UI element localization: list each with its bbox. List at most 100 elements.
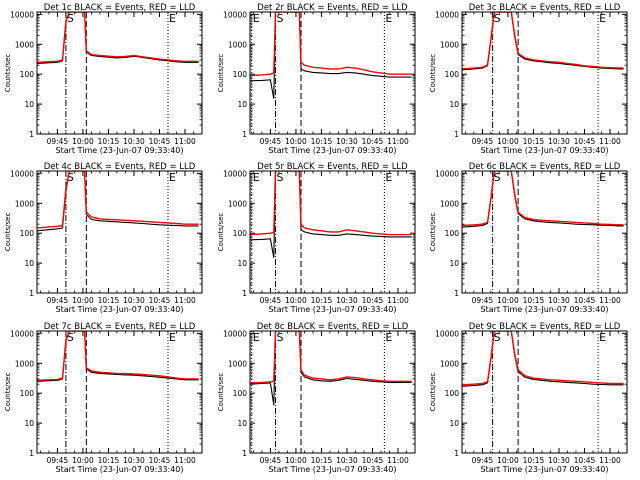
x-tick-label: 10:30 [123,296,145,305]
y-tick-label: 10000 [223,169,247,178]
y-tick-label: 10000 [435,10,459,19]
chart-title: Det 6c BLACK = Events, RED = LLD [469,162,621,172]
x-tick-label: 11:00 [599,456,621,465]
x-axis-label: Start Time (23-Jun-07 09:33:40) [56,305,184,314]
x-tick-label: 10:45 [362,296,384,305]
chart-panel-8: Det 8c BLACK = Events, RED = LLD 1 10 100 10… [217,322,416,474]
x-tick-label: 11:00 [599,296,621,305]
x-tick-label: 10:45 [362,456,384,465]
y-tick-label: 100 [20,389,35,398]
marker-label: E [253,171,260,184]
y-tick-label: 1000 [15,199,34,208]
marker-label: S [494,331,501,344]
chart-title: Det 7c BLACK = Events, RED = LLD [44,322,196,332]
x-tick-label: 10:30 [123,456,145,465]
x-tick-label: 10:30 [548,296,570,305]
marker-label: E [385,12,392,25]
x-tick-label: 10:30 [336,296,358,305]
series-line-lld [250,331,412,384]
y-tick-label: 1000 [440,359,459,368]
x-tick-label: 10:00 [497,456,519,465]
y-tick-label: 10 [237,419,247,428]
y-tick-label: 100 [445,389,460,398]
x-tick-label: 10:45 [574,456,596,465]
x-tick-label: 10:00 [497,137,519,146]
y-tick-label: 100 [233,389,248,398]
series-line-lld [37,331,199,381]
series-line-lld [462,171,624,227]
x-axis-label: Start Time (23-Jun-07 09:33:40) [481,465,609,474]
y-tick-label: 1 [29,130,34,139]
x-tick-label: 10:15 [311,296,333,305]
x-axis-label: Start Time (23-Jun-07 09:33:40) [269,305,397,314]
y-tick-label: 1 [454,289,459,298]
marker-label: E [169,12,176,25]
series-line-lld [37,12,199,63]
y-tick-label: 1 [242,449,247,458]
marker-label: E [169,171,176,184]
chart-title: Det 9c BLACK = Events, RED = LLD [469,322,621,332]
y-tick-label: 100 [445,229,460,238]
y-tick-label: 10000 [435,329,459,338]
plot-frame [461,11,628,135]
y-tick-label: 1 [29,449,34,458]
x-tick-label: 11:00 [599,137,621,146]
marker-label: E [599,171,606,184]
series-line-lld [250,12,412,77]
x-tick-label: 10:15 [98,137,120,146]
y-tick-label: 1 [454,449,459,458]
series-line-lld [462,12,624,70]
series-line-lld [250,171,412,236]
x-tick-label: 10:30 [336,456,358,465]
x-tick-label: 10:00 [72,137,94,146]
plot-frame [36,330,203,454]
x-tick-label: 10:45 [574,296,596,305]
x-tick-label: 10:30 [123,137,145,146]
y-tick-label: 10 [24,419,34,428]
marker-label: E [169,331,176,344]
plot-frame [461,170,628,294]
chart-panel-6: Det 6c BLACK = Events, RED = LLD 1 10 100 10… [429,162,628,314]
x-tick-label: 11:00 [174,456,196,465]
x-tick-label: 10:00 [285,456,307,465]
marker-label: S [277,171,284,184]
chart-title: Det 4c BLACK = Events, RED = LLD [44,162,196,172]
marker-label: S [67,12,74,25]
y-tick-label: 100 [445,70,460,79]
x-tick-label: 10:15 [523,296,545,305]
x-tick-label: 10:15 [523,137,545,146]
x-axis-label: Start Time (23-Jun-07 09:33:40) [56,465,184,474]
marker-label: E [385,331,392,344]
x-tick-label: 11:00 [174,296,196,305]
x-tick-label: 11:00 [174,137,196,146]
y-axis-label: Counts/sec [4,373,12,412]
marker-label: S [277,331,284,344]
y-tick-label: 10000 [10,10,34,19]
marker-label: S [494,12,501,25]
y-axis-label: Counts/sec [429,54,437,93]
y-tick-label: 10 [237,259,247,268]
y-tick-label: 10000 [10,169,34,178]
x-tick-label: 10:00 [285,296,307,305]
y-tick-label: 10000 [223,10,247,19]
series-line-lld [37,171,199,229]
x-tick-label: 10:45 [574,137,596,146]
y-tick-label: 10 [449,100,459,109]
y-axis-label: Counts/sec [4,213,12,252]
y-tick-label: 1000 [440,199,459,208]
y-tick-label: 1000 [228,199,247,208]
chart-panel-5: Det 5r BLACK = Events, RED = LLD 1 10 100 10… [217,162,416,314]
x-tick-label: 11:00 [387,296,409,305]
x-tick-label: 10:15 [98,456,120,465]
y-axis-label: Counts/sec [217,213,225,252]
chart-panel-7: Det 7c BLACK = Events, RED = LLD 1 10 100 10… [4,322,203,474]
x-tick-label: 10:00 [497,296,519,305]
y-tick-label: 1000 [15,359,34,368]
chart-title: Det 2r BLACK = Events, RED = LLD [257,3,408,13]
marker-label: E [599,331,606,344]
plot-frame [249,11,416,135]
chart-panel-2: Det 2r BLACK = Events, RED = LLD 1 10 100 10… [217,3,416,155]
y-tick-label: 1000 [228,359,247,368]
x-tick-label: 11:00 [387,137,409,146]
marker-label: E [599,12,606,25]
